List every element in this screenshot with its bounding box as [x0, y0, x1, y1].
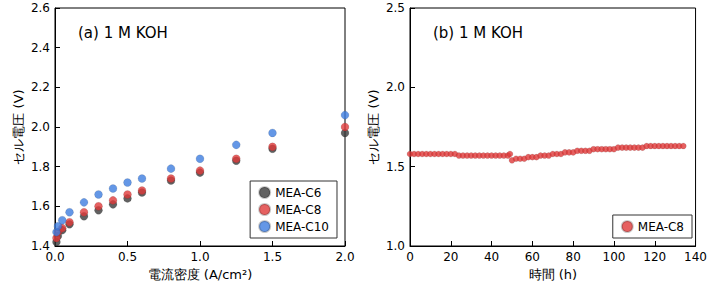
- svg-text:1.5: 1.5: [263, 250, 282, 264]
- svg-text:40: 40: [484, 250, 499, 264]
- svg-text:1.6: 1.6: [31, 199, 50, 213]
- svg-text:120: 120: [643, 250, 666, 264]
- svg-text:0.5: 0.5: [118, 250, 137, 264]
- svg-text:1.0: 1.0: [190, 250, 209, 264]
- svg-text:MEA-C10: MEA-C10: [275, 220, 329, 234]
- svg-text:セル電圧 (V): セル電圧 (V): [11, 89, 26, 164]
- svg-text:0: 0: [406, 250, 414, 264]
- svg-text:1.8: 1.8: [31, 160, 50, 174]
- svg-text:1.4: 1.4: [30, 239, 50, 253]
- svg-text:1.0: 1.0: [386, 239, 405, 253]
- svg-text:100: 100: [603, 250, 626, 264]
- svg-text:2.5: 2.5: [386, 1, 405, 15]
- svg-text:電流密度 (A/cm²): 電流密度 (A/cm²): [148, 267, 253, 282]
- svg-text:2.4: 2.4: [31, 41, 50, 55]
- svg-text:MEA-C6: MEA-C6: [275, 186, 321, 200]
- svg-text:2.0: 2.0: [31, 120, 50, 134]
- svg-text:20: 20: [443, 250, 458, 264]
- svg-text:MEA-C8: MEA-C8: [638, 220, 684, 234]
- svg-text:(a) 1 M KOH: (a) 1 M KOH: [78, 24, 168, 42]
- svg-text:MEA-C8: MEA-C8: [275, 203, 321, 217]
- svg-text:セル電圧 (V): セル電圧 (V): [366, 89, 381, 164]
- svg-text:2.0: 2.0: [386, 80, 405, 94]
- svg-text:140: 140: [684, 250, 707, 264]
- svg-text:0.0: 0.0: [45, 250, 64, 264]
- svg-text:時間 (h): 時間 (h): [529, 267, 578, 282]
- svg-text:80: 80: [566, 250, 581, 264]
- svg-text:(b) 1 M KOH: (b) 1 M KOH: [433, 24, 523, 42]
- svg-text:1.5: 1.5: [386, 160, 405, 174]
- svg-text:60: 60: [525, 250, 540, 264]
- svg-text:2.0: 2.0: [335, 250, 354, 264]
- svg-text:2.6: 2.6: [31, 1, 50, 15]
- svg-text:2.2: 2.2: [31, 80, 50, 94]
